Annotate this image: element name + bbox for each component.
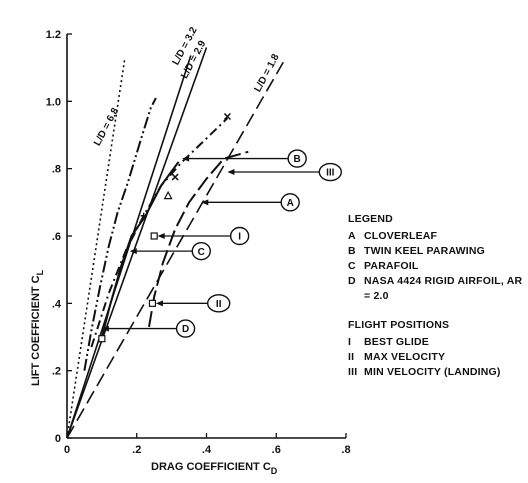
callout-label: C: [198, 247, 205, 258]
y-axis-title-main: LIFT COEFFICIENT C: [30, 275, 42, 386]
axes: 0 .2 .4 .6 .8 1.0 1.2 0 .2 .4 .6 .8: [46, 29, 351, 456]
callout-arrowhead: [227, 169, 235, 176]
plus-marker: [140, 212, 147, 219]
callout-arrowhead: [201, 199, 209, 206]
legend-item-label: PARAFOIL: [364, 260, 419, 272]
cross-marker: [223, 112, 231, 121]
callout-label: A: [287, 198, 294, 209]
x-tick-label: .2: [132, 444, 141, 456]
callout-label: B: [294, 154, 301, 165]
callout-circle: [280, 193, 300, 212]
y-tick-label: .2: [52, 366, 61, 378]
legend-item-key: C: [348, 260, 356, 272]
callout-arrowhead: [157, 233, 165, 239]
y-tick-label: 1.2: [46, 29, 61, 41]
callout-arrowhead: [129, 248, 137, 255]
flight-position-label: MAX VELOCITY: [364, 351, 446, 363]
y-tick-label: 0: [55, 433, 61, 445]
flight-position-key: III: [348, 366, 358, 378]
callout-label: I: [238, 232, 241, 243]
flight-position-item: III MIN VELOCITY (LANDING): [348, 365, 526, 380]
y-axis-title-subscript: L: [35, 269, 45, 275]
callout-circle: [229, 226, 250, 246]
flight-position-item: I BEST GLIDE: [348, 335, 526, 350]
legend-item-label: TWIN KEEL PARAWING: [364, 245, 486, 257]
y-tick-label: .6: [52, 231, 61, 243]
legend-item-key: D: [348, 275, 356, 287]
legend-item: A CLOVERLEAF: [348, 229, 526, 244]
series-line: [148, 150, 249, 328]
flight-position-label: BEST GLIDE: [364, 336, 430, 348]
x-axis-title-subscript: D: [271, 466, 278, 476]
x-tick-label: 0: [64, 444, 70, 456]
callout-label: D: [182, 324, 189, 335]
ld-line: [66, 55, 192, 439]
y-tick-label: .8: [52, 164, 61, 176]
x-tick-label: .4: [202, 444, 212, 456]
y-tick-label: 1.0: [46, 96, 61, 108]
series-lines: [83, 97, 249, 371]
legend-item-key: B: [348, 245, 356, 257]
square-marker: [148, 299, 157, 307]
callout-arrowhead: [182, 155, 190, 162]
x-ticks: 0 .2 .4 .6 .8: [64, 433, 351, 456]
flight-position-key: I: [348, 336, 352, 348]
callout-circle: [207, 294, 231, 313]
y-ticks: 0 .2 .4 .6 .8 1.0 1.2: [46, 29, 72, 445]
x-axis-title-main: DRAG COEFFICIENT C: [151, 461, 271, 473]
ld-line-label: L/D = 6.8: [92, 106, 121, 148]
flight-position-label: MIN VELOCITY (LANDING): [364, 366, 501, 378]
ld-line: [66, 60, 126, 439]
series-line: [100, 161, 180, 338]
callout-circle: [175, 319, 196, 338]
callout-circle: [191, 241, 211, 261]
y-axis-title: LIFT COEFFICIENT CL: [30, 269, 45, 386]
callout-arrowhead: [101, 325, 109, 332]
ld-line: [66, 47, 208, 439]
legend-panel: LEGEND A CLOVERLEAF B TWIN KEEL PARAWING…: [348, 212, 526, 380]
legend-item: C PARAFOIL: [348, 259, 526, 274]
flight-positions-title: FLIGHT POSITIONS: [348, 319, 450, 331]
series-line: [83, 97, 157, 371]
ld-line: [66, 61, 284, 439]
legend-item-key: A: [348, 230, 356, 242]
legend-item-label: NASA 4424 RIGID AIRFOIL, AR = 2.0: [364, 275, 523, 302]
square-marker: [150, 232, 158, 240]
legend-title: LEGEND: [348, 213, 393, 225]
y-tick-label: .4: [52, 298, 62, 310]
callout-circle: [287, 149, 307, 168]
flight-point-markers: [98, 112, 231, 343]
callout-label: III: [326, 168, 335, 179]
callouts: B III A I C II D: [101, 149, 343, 338]
x-tick-label: .6: [272, 444, 281, 456]
callout-label: II: [216, 299, 222, 310]
x-axis-title: DRAG COEFFICIENT CD: [151, 461, 278, 476]
legend-item: B TWIN KEEL PARAWING: [348, 244, 526, 259]
triangle-marker: [163, 190, 173, 200]
flight-position-item: II MAX VELOCITY: [348, 350, 526, 365]
flight-position-key: II: [348, 351, 355, 363]
square-marker: [98, 335, 106, 343]
legend-item: D NASA 4424 RIGID AIRFOIL, AR = 2.0: [348, 274, 526, 304]
cross-marker: [171, 173, 179, 181]
legend-item-label: CLOVERLEAF: [364, 230, 438, 242]
x-tick-label: .8: [341, 444, 350, 456]
callout-circle: [318, 162, 343, 182]
callout-arrowhead: [155, 300, 163, 307]
